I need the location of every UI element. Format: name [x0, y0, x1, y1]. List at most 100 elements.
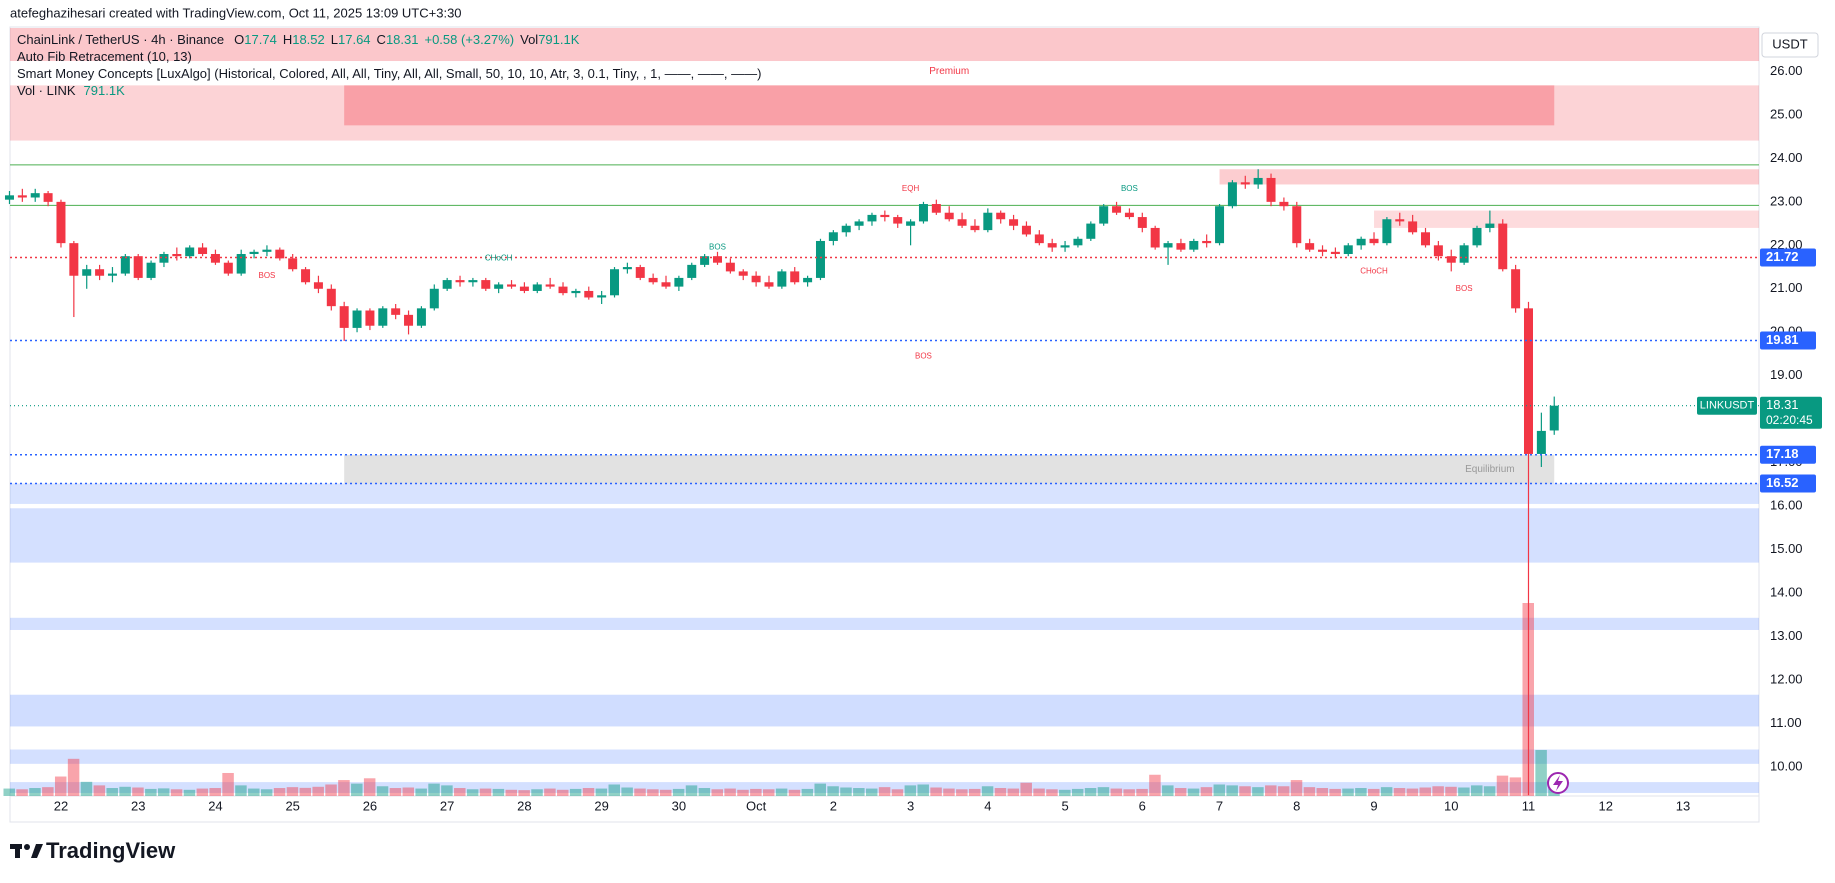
volume-bar: [441, 785, 453, 796]
volume-bar: [235, 785, 247, 796]
volume-bar: [248, 788, 260, 796]
volume-bar: [3, 788, 15, 796]
candle-body: [1433, 245, 1443, 257]
volume-bar: [968, 788, 981, 796]
candle-body: [571, 290, 581, 294]
ohlc-prefix: C: [377, 32, 386, 47]
candle-body: [107, 273, 117, 276]
annotation: Premium: [929, 66, 969, 77]
x-tick-label: 10: [1444, 798, 1458, 813]
volume-bar: [132, 787, 144, 796]
candle-body: [1382, 219, 1392, 244]
zone: [10, 508, 1759, 563]
candle-body: [1523, 308, 1533, 454]
volume-bar: [711, 789, 723, 796]
y-tick-label: 19.00: [1770, 367, 1803, 382]
volume-bar: [492, 788, 505, 796]
indicator-legend: Auto Fib Retracement (10, 13): [17, 49, 192, 64]
volume-bar: [1483, 786, 1496, 796]
annotation: Equilibrium: [1465, 464, 1514, 475]
brand: TradingView: [46, 838, 176, 863]
volume-bar: [1097, 787, 1110, 796]
level-label: 21.72: [1766, 249, 1799, 264]
volume-bar: [1123, 789, 1135, 796]
volume-bar: [1535, 749, 1547, 796]
volume-bar: [29, 788, 41, 796]
candle-body: [1073, 238, 1083, 246]
volume-bar: [1149, 774, 1161, 796]
volume-bar: [1187, 788, 1200, 796]
candle-body: [764, 282, 774, 287]
candle-body: [532, 284, 542, 291]
volume-bar: [1046, 789, 1058, 796]
candle-body: [1009, 219, 1019, 226]
logo-part: [15, 844, 20, 858]
level-label: 17.18: [1766, 446, 1799, 461]
candle-body: [1099, 206, 1109, 224]
candle-body: [880, 214, 890, 218]
candle-body: [1137, 217, 1147, 228]
currency[interactable]: USDT: [1772, 36, 1807, 51]
annotation: CHoCH: [485, 253, 513, 262]
zone: [10, 749, 1759, 764]
candle-body: [262, 249, 272, 252]
candle-body: [674, 277, 684, 287]
alert-bolt[interactable]: [1553, 775, 1563, 791]
volume-bar: [827, 786, 839, 796]
indicator-name: Vol · LINK: [17, 83, 76, 98]
candle-body: [1330, 251, 1340, 255]
indicator-legend: Smart Money Concepts [LuxAlgo] (Historic…: [17, 66, 761, 81]
candle-body: [635, 267, 645, 278]
volume-bar: [54, 776, 67, 796]
y-tick-label: 12.00: [1770, 671, 1803, 686]
volume-bar: [466, 789, 479, 796]
volume-bar: [981, 786, 994, 796]
annotation: BOS: [1121, 184, 1138, 193]
volume-bar: [737, 789, 749, 796]
y-tick-label: 11.00: [1770, 715, 1802, 730]
volume-bar: [1355, 788, 1367, 796]
volume-bar: [170, 789, 183, 796]
volume-bar: [209, 788, 221, 796]
candle-body: [519, 286, 529, 291]
candle-body: [815, 240, 825, 278]
volume-bar: [943, 788, 955, 796]
volume-bar: [1471, 785, 1483, 796]
candle-body: [56, 201, 66, 244]
candle-body: [339, 306, 349, 328]
volume-bar: [1277, 786, 1290, 796]
x-tick-label: 30: [672, 798, 686, 813]
annotation: BOS: [709, 243, 726, 252]
candle-body: [185, 247, 195, 257]
volume-bar: [1252, 787, 1264, 796]
candle-body: [1215, 206, 1225, 244]
currency-box[interactable]: [1761, 32, 1819, 58]
candle-body: [17, 195, 27, 198]
volume-bar: [775, 788, 788, 796]
ohlc-value: 18.52: [292, 32, 325, 47]
volume-bar: [1509, 777, 1522, 796]
candle-body: [198, 247, 208, 255]
candle-body: [828, 232, 838, 241]
candle-body: [558, 286, 568, 294]
y-tick-label: 10.00: [1770, 758, 1803, 773]
x-tick-label: 2: [830, 798, 837, 813]
volume-bar: [557, 789, 569, 796]
candle-body: [854, 221, 864, 226]
volume-bar: [595, 788, 608, 796]
candle-body: [442, 280, 452, 289]
candle-body: [468, 280, 478, 283]
zone: [1374, 210, 1759, 228]
y-tick-label: 23.00: [1770, 193, 1803, 208]
zone: [10, 694, 1759, 727]
level-label: 16.52: [1766, 475, 1799, 490]
candle-body: [597, 295, 607, 298]
x-tick-label: 6: [1139, 798, 1146, 813]
candle-body: [4, 195, 14, 200]
indicator-name: Smart Money Concepts [LuxAlgo] (Historic…: [17, 66, 761, 81]
indicator-legend: Vol · LINK 791.1K: [17, 83, 125, 98]
x-tick-label: 7: [1216, 798, 1223, 813]
labels-layer: 10.0011.0012.0013.0014.0015.0016.0017.00…: [17, 32, 1822, 813]
volume-bar: [1393, 788, 1406, 796]
